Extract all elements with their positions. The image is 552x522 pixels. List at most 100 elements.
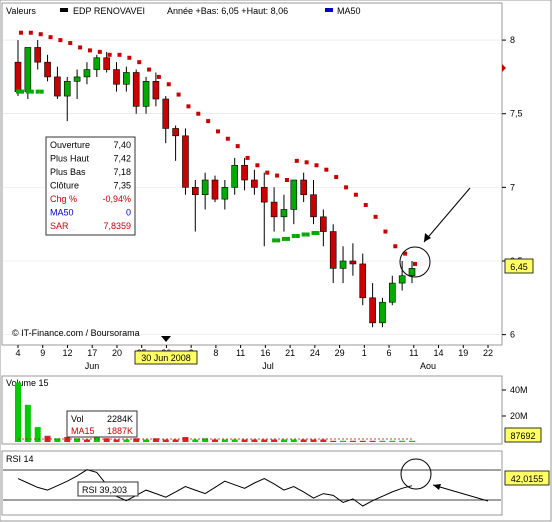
sar-dot — [373, 214, 378, 219]
volume-title: Volume 15 — [6, 378, 49, 388]
sar-dot — [166, 82, 171, 87]
date-marker-label: 30 Jun 2008 — [141, 353, 191, 363]
volume-bar — [123, 439, 130, 442]
candle-body — [231, 164, 238, 188]
sar-dot — [38, 32, 43, 37]
infobox-label: Clôture — [50, 181, 79, 191]
sar-dot — [19, 30, 23, 35]
volume-bar — [231, 439, 238, 442]
infobox-label: SAR — [50, 221, 69, 231]
infobox-value: 7,40 — [113, 140, 131, 150]
x-tick-label: 6 — [387, 348, 392, 358]
rsi-infobox: RSI 39,303 — [77, 481, 139, 497]
infobox-value: 7,18 — [113, 167, 131, 177]
sar-dot — [28, 30, 33, 35]
volume-bar — [143, 439, 150, 442]
sar-dot — [314, 163, 319, 168]
date-marker: 30 Jun 2008 — [134, 350, 198, 365]
volume-bar — [202, 438, 209, 442]
range-text: Année +Bas: 6,05 +Haut: 8,06 — [167, 6, 288, 16]
volume-y-axis: 40M 20M — [502, 385, 528, 421]
x-month-label: Jun — [85, 361, 100, 371]
axis-marker — [502, 64, 506, 72]
candle-body — [201, 179, 209, 196]
volume-bar — [15, 382, 21, 442]
sar-dot — [344, 185, 349, 190]
vol-value: 2284K — [107, 414, 133, 424]
volume-infobox: Vol 2284K MA15 1887K — [66, 410, 138, 438]
infobox-value: 0 — [126, 208, 131, 218]
last-price-tag: 6,45 — [504, 258, 534, 274]
volume-marks — [15, 382, 415, 442]
candle-body — [123, 72, 130, 85]
rsi-line — [17, 469, 413, 507]
sar-dot — [127, 55, 132, 60]
candle-body — [310, 194, 317, 218]
rsi-panel — [1, 450, 503, 516]
candle-body — [388, 282, 396, 303]
candle-body — [251, 179, 258, 188]
sar-dot — [58, 38, 63, 43]
volume-bar — [330, 440, 337, 442]
sar-dot — [137, 60, 142, 65]
x-tick-label: 1 — [362, 348, 367, 358]
sar-dot — [363, 203, 368, 208]
volume-bar — [24, 404, 31, 442]
volume-bar — [212, 439, 218, 442]
volume-bar — [300, 439, 307, 442]
sar-dot — [68, 41, 73, 46]
candle-body — [379, 301, 386, 324]
sar-dot — [334, 175, 339, 180]
vol-label: Vol — [71, 414, 84, 424]
candle-body — [290, 179, 298, 210]
x-tick-label: 8 — [213, 348, 218, 358]
volume-bar — [359, 440, 366, 442]
volume-bar — [349, 440, 356, 442]
candle-body — [329, 231, 337, 269]
ma50-dot — [272, 238, 277, 243]
rsi-marks — [17, 469, 413, 507]
rsi-title: RSI 14 — [6, 454, 34, 464]
ma50-dot — [276, 238, 281, 243]
ma50-dot — [25, 89, 30, 94]
sar-dot — [48, 35, 53, 40]
infobox-value: -0,94% — [102, 194, 131, 204]
sar-dot — [78, 45, 83, 50]
x-tick-label: 11 — [409, 348, 418, 358]
candle-body — [172, 128, 179, 137]
x-tick-label: 17 — [87, 348, 97, 358]
volume-bar — [241, 439, 248, 442]
sar-dot — [117, 52, 122, 57]
x-tick-label: 21 — [285, 348, 295, 358]
rsi-label: RSI 39,303 — [82, 485, 127, 495]
volume-bar — [399, 440, 406, 442]
candle-body — [349, 260, 357, 265]
sar-dot — [255, 163, 260, 168]
candle-body — [34, 47, 42, 63]
x-tick-label: 16 — [260, 348, 270, 358]
volume-bar — [93, 437, 100, 442]
sar-dot — [324, 167, 329, 172]
x-tick-label: 14 — [434, 348, 444, 358]
sar-dot — [196, 111, 201, 116]
candle-body — [162, 98, 170, 129]
candle-body — [14, 61, 22, 92]
sar-dot — [235, 144, 240, 149]
volume-bar — [113, 439, 120, 442]
sar-dot — [275, 173, 280, 178]
candle-body — [359, 263, 367, 299]
volume-bar — [182, 437, 189, 442]
candle-body — [398, 275, 406, 284]
volume-bar — [64, 437, 71, 442]
volume-bar — [54, 438, 61, 442]
ma50-dot — [35, 89, 40, 94]
volume-bar — [280, 439, 287, 442]
sar-dot — [176, 92, 181, 97]
infobox-label: MA50 — [50, 208, 74, 218]
candle-body — [24, 47, 32, 92]
volume-bar — [172, 439, 179, 442]
copyright-text: © IT-Finance.com / Boursorama — [12, 328, 140, 338]
candle-body — [270, 201, 278, 218]
volume-bar — [379, 440, 386, 442]
